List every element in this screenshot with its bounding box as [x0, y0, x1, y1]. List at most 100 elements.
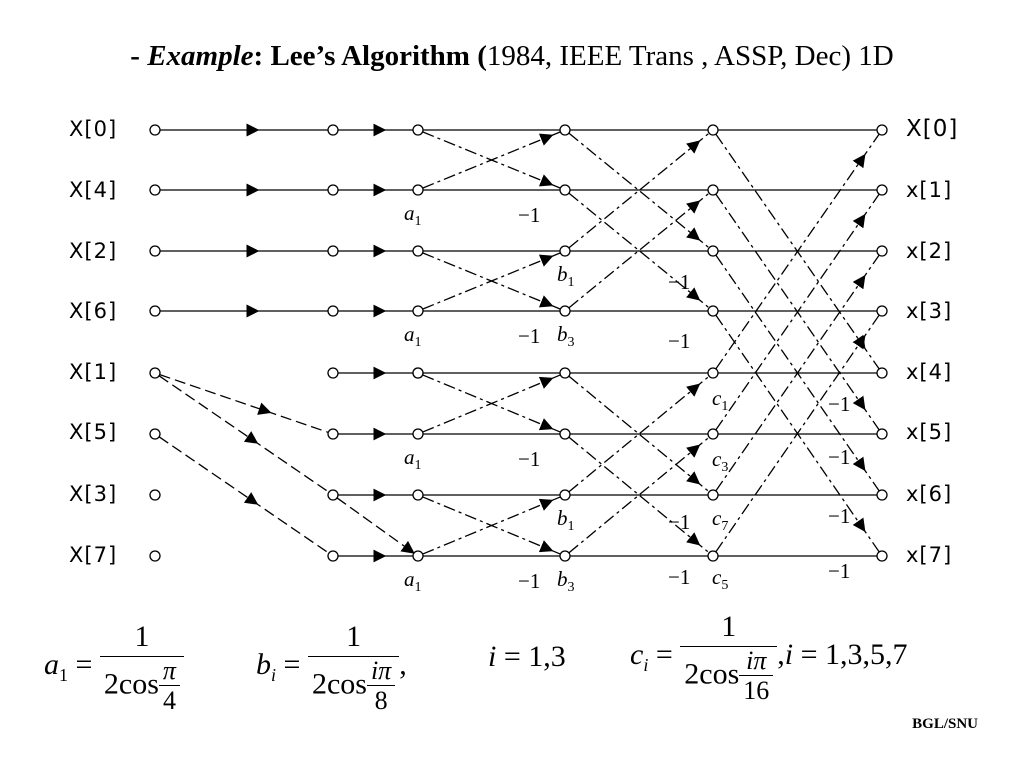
flow-graph-nodes — [149, 124, 888, 562]
coefficient-label: c5 — [712, 565, 728, 593]
input-label-0: X[0] — [69, 117, 118, 141]
title-example: Example — [147, 40, 254, 72]
arrowhead — [852, 213, 866, 229]
coefficient-label: a1 — [404, 201, 422, 229]
arrowhead — [686, 227, 701, 241]
edge-54 — [568, 436, 710, 554]
edge-53 — [568, 375, 710, 493]
coefficient-label: −1 — [828, 559, 850, 583]
output-label-5: x[5] — [906, 420, 953, 444]
input-label-1: X[4] — [69, 178, 118, 202]
edge-47 — [422, 496, 561, 555]
input-label-4: X[1] — [69, 360, 118, 384]
edge-63 — [715, 314, 880, 553]
formula-bi: bi = 1 2cos iπ 8 , — [256, 620, 407, 715]
flow-node — [707, 245, 719, 257]
title-colon: : — [253, 40, 271, 72]
flow-node — [327, 184, 339, 196]
coefficient-label: −1 — [518, 203, 540, 227]
flow-node — [149, 245, 161, 257]
flow-node — [412, 305, 424, 317]
coefficient-label: a1 — [404, 322, 422, 350]
arrowhead — [538, 498, 554, 511]
coefficient-label: b3 — [557, 567, 575, 595]
flow-node — [876, 550, 888, 562]
output-label-6: x[6] — [906, 482, 953, 506]
flow-node — [559, 550, 571, 562]
flow-node — [876, 367, 888, 379]
edge-50 — [568, 192, 710, 309]
arrowhead — [400, 540, 415, 554]
coefficient-label: −1 — [668, 510, 690, 534]
formula-ci: ci = 1 2cos iπ 16 ,i = 1,3,5,7 — [630, 610, 908, 705]
flow-node — [412, 124, 424, 136]
flow-node — [707, 367, 719, 379]
flow-node — [707, 305, 719, 317]
title-reference: 1984, IEEE Trans , ASSP, Dec) 1D — [486, 40, 894, 72]
flow-node — [707, 550, 719, 562]
flow-graph-coefficients: a1 a1 a1 a1 b1 b3 b1 b3 c1 c3 c7 c5 −1 −1 −1 −1 −1 −1 −1 −1… — [404, 201, 850, 595]
output-label-4: x[4] — [906, 360, 953, 384]
edge-39 — [336, 497, 415, 554]
output-label-2: x[2] — [906, 239, 953, 263]
arrowhead — [852, 274, 866, 290]
footer-credit: BGL/SNU — [912, 716, 978, 732]
flow-node — [327, 305, 339, 317]
coefficient-label: −1 — [518, 447, 540, 471]
flow-node — [707, 184, 719, 196]
arrowhead — [852, 456, 866, 472]
edge-52 — [568, 375, 710, 493]
title-dash: - — [130, 40, 148, 72]
flow-node — [559, 245, 571, 257]
coefficient-label: −1 — [668, 565, 690, 589]
input-label-5: X[5] — [69, 420, 118, 444]
output-label-3: x[3] — [906, 299, 953, 323]
arrowhead — [686, 532, 701, 546]
flow-node — [327, 428, 339, 440]
flow-node — [559, 428, 571, 440]
coefficient-label: c1 — [712, 386, 728, 414]
arrowhead — [538, 174, 554, 187]
coefficient-label: −1 — [828, 392, 850, 416]
edge-49 — [568, 132, 710, 249]
flow-node — [149, 489, 161, 501]
arrowhead — [686, 140, 701, 154]
flow-node — [876, 489, 888, 501]
edge-37 — [158, 436, 330, 554]
coefficient-label: −1 — [518, 324, 540, 348]
arrowhead — [686, 383, 701, 397]
coefficient-label: b1 — [557, 262, 575, 290]
edge-51 — [568, 192, 710, 309]
arrowhead — [686, 444, 701, 458]
coefficient-label: −1 — [518, 569, 540, 593]
edge-38 — [159, 374, 329, 433]
coefficient-label: −1 — [828, 445, 850, 469]
edge-57 — [715, 133, 880, 370]
input-label-6: X[3] — [69, 482, 118, 506]
arrowhead — [257, 402, 272, 415]
coefficient-label: −1 — [668, 329, 690, 353]
coefficient-label: b3 — [557, 322, 575, 350]
arrowhead — [686, 200, 701, 214]
coefficient-label: c3 — [712, 447, 728, 475]
slide-title: - Example: Lee’s Algorithm (1984, IEEE T… — [0, 40, 1024, 73]
output-label-1: x[1] — [906, 178, 953, 202]
flow-node — [707, 428, 719, 440]
flow-node — [327, 245, 339, 257]
arrowhead — [686, 287, 701, 301]
flow-node — [876, 428, 888, 440]
arrowhead — [538, 295, 554, 308]
flow-node — [327, 367, 339, 379]
arrowhead — [852, 395, 866, 411]
flow-node — [876, 305, 888, 317]
input-label-2: X[2] — [69, 239, 118, 263]
flow-node — [559, 305, 571, 317]
flow-node — [149, 184, 161, 196]
formula-i-range: i = 1,3 — [488, 640, 566, 673]
flow-node — [412, 489, 424, 501]
coefficient-label: −1 — [668, 270, 690, 294]
flow-node — [876, 184, 888, 196]
flow-node — [707, 124, 719, 136]
coefficient-label: a1 — [404, 445, 422, 473]
flow-node — [149, 428, 161, 440]
